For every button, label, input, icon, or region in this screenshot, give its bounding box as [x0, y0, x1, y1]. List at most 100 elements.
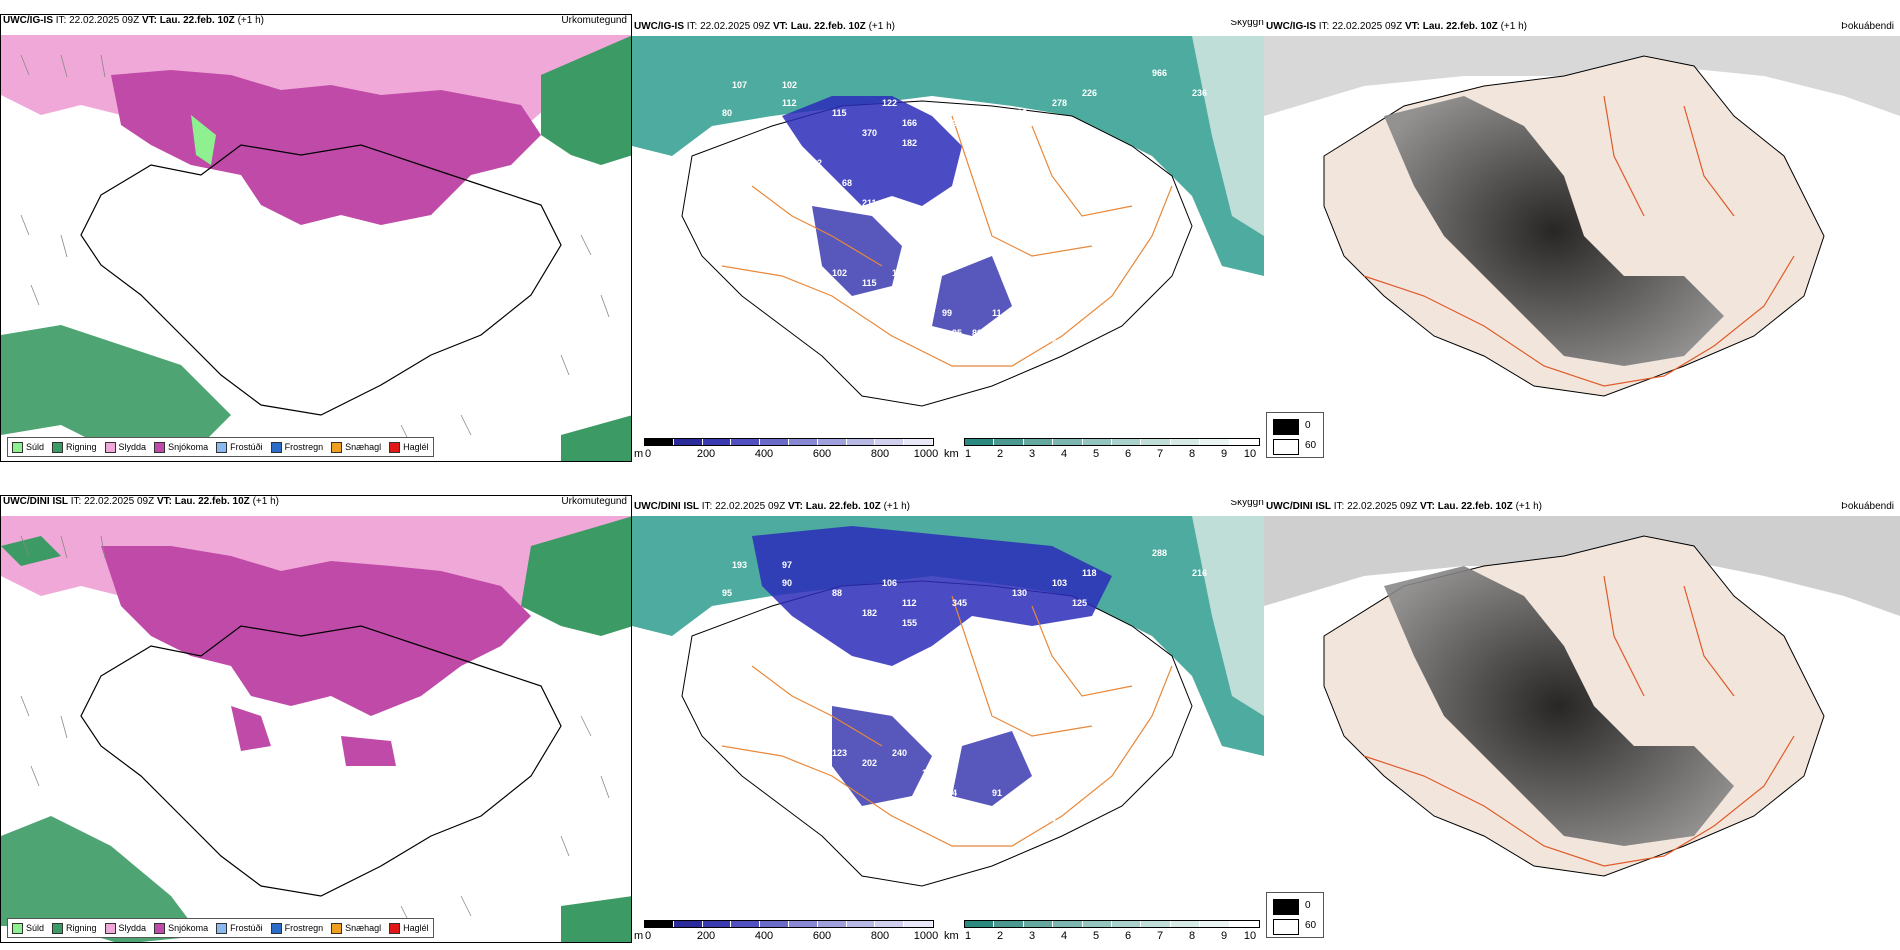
ceiling-value-label: 236 [1192, 88, 1207, 98]
drizzle-area [191, 115, 216, 165]
ceiling-value-label: 95 [952, 328, 962, 338]
visibility-map: 107 102 80 112 115 122 166 370 182 206 233 278 226 96… [632, 36, 1264, 428]
fog-legend-label: 60 [1305, 440, 1317, 451]
ceiling-value-label: 193 [732, 560, 747, 570]
ceiling-value-label: 119 [922, 768, 937, 778]
ceiling-value-label: 115 [832, 108, 847, 118]
ceiling-tick: 600 [812, 448, 832, 460]
legend-item: Frostúði [216, 441, 263, 453]
visibility-tick: 3 [1028, 930, 1036, 942]
ceiling-value-label: 115 [862, 278, 877, 288]
rain-area-ne [541, 35, 631, 165]
ceiling-value-label: 103 [892, 268, 907, 278]
ceiling-value-labels: 193 97 95 90 88 106 112 182 155 345 130 103 118 288 21… [722, 548, 1207, 828]
visibility-tick: 2 [996, 930, 1004, 942]
rain-area-nw [1, 536, 61, 566]
panel-title: Skyggni [1230, 500, 1264, 508]
fog-legend: 0 60 [1266, 892, 1324, 938]
ceiling-value-label: 91 [992, 788, 1002, 798]
ceiling-ramp [644, 438, 934, 446]
moderate-visibility-area [1192, 516, 1264, 716]
rain-area-sw [1, 325, 231, 455]
ceiling-value-label: 76 [1022, 328, 1032, 338]
ceiling-value-label: 252 [992, 708, 1007, 718]
ceiling-value-label: 303 [1022, 698, 1037, 708]
visibility-tick: 10 [1243, 448, 1257, 460]
ceiling-unit: m [634, 930, 644, 942]
ceiling-value-label: 68 [842, 178, 852, 188]
legend-item: Frostregn [270, 922, 323, 934]
roads [1363, 575, 1795, 867]
ceiling-value-label: 90 [782, 578, 792, 588]
ceiling-value-label: 208 [1102, 188, 1117, 198]
precip-legend: Súld Rigning Slydda Snjókoma Frostúði Fr… [7, 437, 434, 457]
ceiling-value-labels: 107 102 80 112 115 122 166 370 182 206 233 278 226 96… [722, 68, 1207, 348]
snow-area [341, 736, 396, 766]
panel-title: Úrkomutegund [561, 496, 627, 507]
ceiling-value-label: 98 [1102, 668, 1112, 678]
visibility-tick: 5 [1092, 930, 1100, 942]
visibility-tick: 1 [964, 930, 972, 942]
ceiling-value-label: 345 [952, 598, 967, 608]
visibility-unit: km [944, 930, 959, 942]
fog-map [1264, 516, 1900, 946]
low-ceiling-area [932, 256, 1012, 336]
panel-header: UWC/DINI ISL IT: 22.02.2025 09Z VT: Lau.… [1266, 501, 1542, 512]
visibility-tick: 9 [1220, 448, 1228, 460]
visibility-tick: 1 [964, 448, 972, 460]
fog-legend-label: 0 [1305, 900, 1311, 911]
ceiling-value-label: 286 [1102, 618, 1117, 628]
fog-legend-swatch [1273, 919, 1299, 935]
ceiling-value-label: 130 [1012, 588, 1027, 598]
legend-item: Slydda [104, 441, 146, 453]
ceiling-value-label: 184 [992, 228, 1007, 238]
ceiling-value-label: 102 [782, 80, 797, 90]
fog-field [1264, 516, 1900, 616]
visibility-tick: 7 [1156, 930, 1164, 942]
ceiling-value-label: 182 [902, 138, 917, 148]
ceiling-value-label: 206 [952, 118, 967, 128]
ceiling-value-label: 107 [732, 80, 747, 90]
ceiling-tick: 0 [644, 930, 652, 942]
ceiling-value-label: 351 [1082, 158, 1097, 168]
iceland-coastline [80, 625, 562, 897]
ceiling-value-label: 216 [1192, 568, 1207, 578]
low-ceiling-area [752, 526, 1112, 666]
legend-item: Haglél [389, 922, 429, 934]
legend-item: Slydda [104, 922, 146, 934]
ceiling-value-label: 288 [1152, 548, 1167, 558]
legend-item: Frostúði [216, 922, 263, 934]
legend-item: Snæhagl [331, 441, 381, 453]
panel-header: UWC/IG-IS IT: 22.02.2025 09Z VT: Lau. 22… [634, 21, 895, 32]
visibility-panel-row1: UWC/IG-IS IT: 22.02.2025 09Z VT: Lau. 22… [632, 20, 1264, 464]
precip-map [1, 35, 631, 461]
ceiling-value-label: 109 [1052, 818, 1067, 828]
legend-item: Snjókoma [154, 922, 208, 934]
visibility-tick: 9 [1220, 930, 1228, 942]
snow-area [111, 70, 541, 225]
panel-header: UWC/DINI ISL IT: 22.02.2025 09Z VT: Lau.… [3, 496, 279, 507]
visibility-colorbar: km 1 2 3 4 5 6 7 8 9 10 [944, 920, 1262, 944]
ceiling-value-label: 123 [832, 748, 847, 758]
ceiling-value-label: 86 [922, 288, 932, 298]
ceiling-tick: 200 [696, 448, 716, 460]
ceiling-value-label: 249 [1112, 238, 1127, 248]
ceiling-tick: 400 [754, 448, 774, 460]
iceland-coastline [681, 100, 1193, 407]
panel-title: Skyggni [1230, 20, 1264, 28]
legend-item: Rigning [52, 441, 97, 453]
visibility-unit: km [944, 448, 959, 460]
ceiling-value-label: 156 [1022, 808, 1037, 818]
ceiling-ramp [644, 920, 934, 928]
ceiling-value-label: 88 [832, 588, 842, 598]
fog-legend: 0 60 [1266, 412, 1324, 458]
ceiling-value-label: 155 [902, 618, 917, 628]
ceiling-tick: 800 [870, 930, 890, 942]
ceiling-value-label: 179 [1022, 218, 1037, 228]
ceiling-tick: 1000 [913, 930, 939, 942]
ceiling-value-label: 112 [902, 598, 917, 608]
ceiling-value-label: 98 [922, 698, 932, 708]
visibility-tick: 7 [1156, 448, 1164, 460]
snow-area [101, 546, 531, 716]
ceiling-value-label: 240 [892, 748, 907, 758]
